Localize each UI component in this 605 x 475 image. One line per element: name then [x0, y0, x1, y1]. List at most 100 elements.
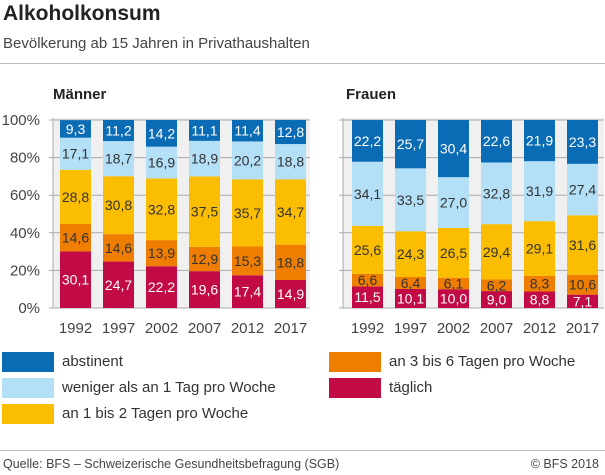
data-label: 6,1 [444, 275, 464, 291]
bar-segment [275, 244, 306, 280]
bar-segment [146, 178, 177, 241]
bar-segment [481, 120, 512, 163]
chart-title: Alkoholkonsum [3, 2, 161, 25]
bar-segment [395, 231, 426, 277]
data-label: 20,2 [234, 152, 261, 168]
data-label: 12,8 [277, 124, 304, 140]
data-label: 27,0 [440, 195, 467, 211]
source-note: Quelle: BFS – Schweizerische Gesundheits… [3, 457, 340, 471]
data-label: 6,2 [487, 277, 507, 293]
data-label: 18,7 [105, 151, 132, 167]
data-label: 18,8 [277, 154, 304, 170]
data-label: 28,8 [62, 189, 89, 205]
data-label: 11,2 [105, 123, 131, 139]
bar-segment [567, 274, 598, 295]
bar-segment [189, 271, 220, 308]
bar-segment [567, 294, 598, 308]
data-label: 14,6 [62, 230, 89, 246]
legend-label: an 1 bis 2 Tagen pro Woche [62, 405, 249, 422]
bar-segment [232, 275, 263, 308]
bar-segment [481, 279, 512, 292]
bar-segment [352, 273, 383, 287]
bar-segment [146, 146, 177, 179]
data-label: 6,6 [358, 272, 378, 288]
bar-segment [189, 120, 220, 141]
data-label: 6,4 [401, 275, 421, 291]
bar-segment [103, 261, 134, 308]
legend-swatch [329, 378, 381, 398]
bar-segment [438, 177, 469, 228]
x-tick-label: 2007 [188, 320, 221, 337]
x-tick-label: 1992 [351, 320, 384, 337]
stacked-bar-plots: 0% 20% 40% 60% 80% 100% 30,1 14,6 28,8 17,1 9,3 199… [2, 112, 604, 337]
bar-segment [352, 120, 383, 162]
bar-segment [189, 176, 220, 247]
data-label: 7,1 [573, 293, 593, 309]
bar-segment [567, 163, 598, 216]
data-label: 34,7 [277, 204, 304, 220]
panel-title-frauen: Frauen [346, 86, 397, 103]
top-divider [0, 63, 605, 64]
bar-segment [189, 140, 220, 177]
bar-segment [232, 141, 263, 180]
legend-swatch [2, 352, 54, 372]
data-label: 31,9 [526, 183, 553, 199]
data-label: 37,5 [191, 204, 218, 220]
legend-swatch [2, 404, 54, 424]
bar-segment [395, 120, 426, 169]
data-label: 29,4 [483, 244, 510, 260]
bar-segment [524, 221, 555, 276]
bar-segment [189, 246, 220, 272]
bar-segment [567, 215, 598, 275]
data-label: 25,7 [397, 136, 424, 152]
x-tick-label: 2002 [145, 320, 178, 337]
x-tick-label: 2017 [274, 320, 307, 337]
bar-segment [103, 234, 134, 262]
data-label: 18,9 [191, 151, 218, 167]
bar-segment [275, 279, 306, 308]
data-label: 21,9 [526, 133, 553, 149]
legend-label: abstinent [62, 353, 123, 370]
x-tick-label: 1997 [102, 320, 135, 337]
bar-segment [481, 291, 512, 308]
legend-label: weniger als an 1 Tag pro Woche [62, 379, 276, 396]
y-tick-label: 40% [10, 225, 40, 242]
data-label: 30,1 [62, 272, 89, 288]
y-tick-label: 0% [18, 300, 40, 317]
bar-segment [481, 162, 512, 225]
chart-subtitle: Bevölkerung ab 15 Jahren in Privathausha… [3, 35, 310, 52]
x-tick-label: 2012 [231, 320, 264, 337]
data-label: 34,1 [354, 186, 381, 202]
bar-segment [481, 224, 512, 280]
data-label: 27,4 [569, 182, 596, 198]
data-label: 26,5 [440, 245, 467, 261]
legend-label: an 3 bis 6 Tagen pro Woche [389, 353, 576, 370]
data-label: 16,9 [148, 155, 175, 171]
bar-segment [524, 291, 555, 308]
data-label: 22,6 [483, 133, 510, 149]
bar-segment [395, 276, 426, 290]
bar-segment [232, 179, 263, 247]
bar-segment [60, 120, 91, 138]
bar-segment [60, 251, 91, 308]
x-tick-label: 2012 [523, 320, 556, 337]
data-label: 14,6 [105, 240, 132, 256]
data-label: 18,8 [277, 254, 304, 270]
x-tick-label: 1997 [394, 320, 427, 337]
data-label: 24,7 [105, 277, 132, 293]
bar-segment [103, 120, 134, 142]
data-label: 30,8 [105, 197, 132, 213]
data-label: 8,8 [530, 292, 550, 308]
bar-segment [60, 137, 91, 170]
data-label: 9,3 [66, 121, 86, 137]
data-label: 11,4 [234, 123, 260, 139]
copyright: © BFS 2018 [530, 457, 599, 471]
data-label: 19,6 [191, 282, 218, 298]
bar-segment [146, 120, 177, 147]
data-label: 32,8 [483, 185, 510, 201]
bar-segment [524, 161, 555, 222]
data-label: 14,2 [148, 125, 175, 141]
bar-segment [438, 227, 469, 278]
y-tick-label: 20% [10, 262, 40, 279]
